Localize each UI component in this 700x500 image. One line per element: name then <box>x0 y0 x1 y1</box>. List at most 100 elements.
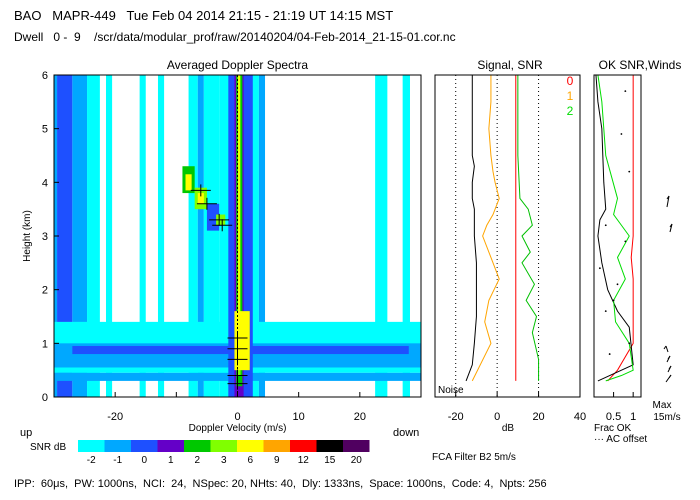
fracok-series-0 <box>607 75 634 382</box>
noise-label: Noise <box>438 385 464 396</box>
header-title: BAO MAPR-449 Tue Feb 04 2014 21:15 - 21:… <box>14 8 394 23</box>
ac-offset-dot-3 <box>604 224 607 227</box>
colorbar-swatch-1 <box>104 440 131 452</box>
spectra-contour-8 <box>197 75 204 397</box>
ac-offset-dot-6 <box>616 283 619 286</box>
spectra-contour-14 <box>402 75 410 397</box>
wind-arrow-head-1 <box>669 223 673 228</box>
spectra-contour-28 <box>197 193 204 204</box>
colorbar-swatch-7 <box>263 440 290 452</box>
ac-offset-dot-5 <box>598 267 601 270</box>
height-axis-label: Height (km) <box>22 210 33 262</box>
spectra-contour-9 <box>203 75 220 397</box>
velocity-axis-label: Doppler Velocity (m/s) <box>189 423 287 434</box>
colorbar-label: SNR dB <box>30 442 66 453</box>
colorbar-level-6: 6 <box>247 455 253 466</box>
velocity-tick-label-2: 10 <box>293 411 305 423</box>
signal-series-1 <box>471 75 500 382</box>
height-tick-label-3: 3 <box>42 231 48 243</box>
wind-arrow-head-4 <box>668 365 672 370</box>
colorbar-swatch-10 <box>343 440 370 452</box>
signal-tick-label-1: 0 <box>494 411 500 423</box>
scale-speed-label: 15m/s <box>653 412 680 423</box>
header-dwell-path: Dwell 0 - 9 /scr/data/modular_prof/raw/2… <box>14 30 456 44</box>
ac-offset-dot-10 <box>608 353 611 355</box>
colorbar-swatch-5 <box>210 440 237 452</box>
velocity-tick-label-1: 0 <box>234 411 240 423</box>
ac-offset-dot-4 <box>624 240 627 243</box>
ok-label-1: 1 <box>567 89 574 103</box>
signal-series-0 <box>465 75 477 382</box>
height-tick-label-1: 1 <box>42 338 48 350</box>
signal-tick-label-3: 40 <box>574 411 586 423</box>
colorbar-swatch-6 <box>237 440 264 452</box>
spectra-contour-1 <box>57 75 73 397</box>
wind-arrow-head-5 <box>668 374 672 379</box>
colorbar-level-10: 20 <box>351 455 363 466</box>
wind-arrow-head-2 <box>663 345 667 350</box>
spectra-contour-23 <box>238 75 240 365</box>
signal-tick-label-2: 20 <box>532 411 544 423</box>
colorbar-level-5: 3 <box>221 455 227 466</box>
height-tick-label-6: 6 <box>42 70 48 82</box>
colorbar-level-0: -2 <box>87 455 96 466</box>
spectra-contour-4 <box>105 75 113 397</box>
colorbar-swatch-8 <box>290 440 317 452</box>
wind-arrow-head-3 <box>667 355 671 360</box>
ok-label-2: 2 <box>567 104 574 118</box>
ac-offset-dot-7 <box>612 299 615 302</box>
ac-offset-dot-9 <box>628 342 631 345</box>
colorbar-level-1: -1 <box>113 455 122 466</box>
spectra-contour-24 <box>234 311 250 371</box>
spectra-contour-7 <box>188 75 198 397</box>
spectra-contour-5 <box>139 75 146 397</box>
spectra-title: Averaged Doppler Spectra <box>167 58 309 72</box>
spectra-contour-3 <box>87 75 100 397</box>
scale-max-label: Max <box>653 400 672 411</box>
colorbar-swatch-2 <box>131 440 158 452</box>
doppler-spectra-panel: Averaged Doppler Spectra 0 1 2 3 4 5 6 -20 0 10 20 D… <box>20 58 422 439</box>
winds-frame <box>593 74 642 398</box>
velocity-tick-label-3: 20 <box>354 411 366 423</box>
ok-label-0: 0 <box>567 74 574 88</box>
height-tick-label-2: 2 <box>42 285 48 297</box>
spectra-contour-12 <box>258 75 266 397</box>
winds-tick-label-1: 1 <box>630 411 636 423</box>
legend-ac-offset: ··· AC offset <box>594 434 647 445</box>
signal-frame <box>434 74 581 398</box>
winds-title: OK SNR,Winds <box>599 58 682 72</box>
colorbar-level-2: 0 <box>141 455 147 466</box>
label-up: up <box>20 427 32 439</box>
signal-series-2 <box>517 75 540 381</box>
ac-offset-dot-8 <box>604 310 607 313</box>
signal-title: Signal, SNR <box>477 58 543 72</box>
ac-offset-dot-0 <box>624 90 627 92</box>
ac-offset-dot-1 <box>620 133 623 135</box>
spectra-contour-13 <box>375 75 388 397</box>
fracok-series-2 <box>597 74 634 382</box>
spectra-contour-6 <box>157 75 165 397</box>
spectra-contour-26 <box>185 174 192 191</box>
footer-parameters: IPP: 60μs, PW: 1000ns, NCI: 24, NSpec: 2… <box>14 478 547 490</box>
spectra-contour-2 <box>72 75 88 397</box>
colorbar-level-8: 12 <box>298 455 310 466</box>
label-down: down <box>393 427 419 439</box>
colorbar-level-3: 1 <box>168 455 174 466</box>
colorbar-swatch-3 <box>157 440 184 452</box>
filter-label: FCA Filter B2 5m/s <box>432 452 516 463</box>
height-tick-label-0: 0 <box>42 392 48 404</box>
colorbar-swatch-9 <box>316 440 343 452</box>
colorbar-swatch-0 <box>78 440 105 452</box>
height-tick-label-4: 4 <box>42 177 48 189</box>
colorbar-level-4: 2 <box>194 455 200 466</box>
height-tick-label-5: 5 <box>42 124 48 136</box>
wind-arrow-2 <box>665 345 669 353</box>
fracok-series-1 <box>595 74 634 382</box>
ac-offset-dot-2 <box>628 170 631 173</box>
wind-arrow-0 <box>666 195 670 208</box>
wind-arrow-head-0 <box>666 195 670 200</box>
